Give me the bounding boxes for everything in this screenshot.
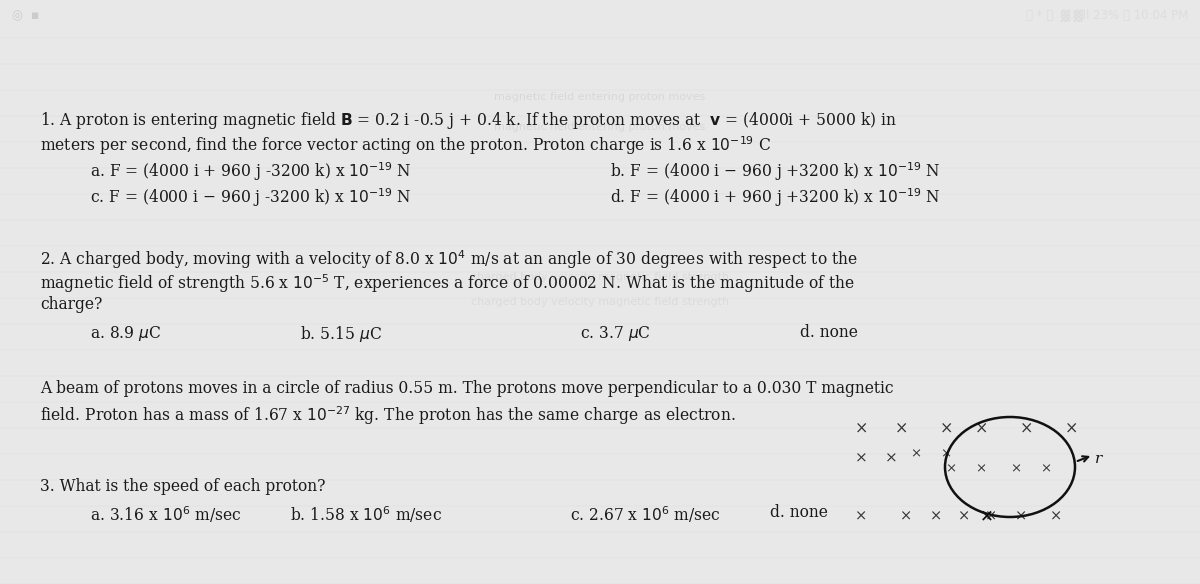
Text: ×: × (958, 509, 971, 523)
Text: b. F = (4000 i $-$ 960 j +3200 k) x $10^{-19}$ N: b. F = (4000 i $-$ 960 j +3200 k) x $10^… (610, 160, 940, 183)
Text: ×: × (946, 462, 956, 475)
Text: 3. What is the speed of each proton?: 3. What is the speed of each proton? (40, 478, 325, 495)
Text: field. Proton has a mass of 1.67 x $10^{-27}$ kg. The proton has the same charge: field. Proton has a mass of 1.67 x $10^{… (40, 404, 736, 427)
Text: c. F = (4000 i $-$ 960 j -3200 k) x $10^{-19}$ N: c. F = (4000 i $-$ 960 j -3200 k) x $10^… (90, 186, 412, 208)
Text: ×: × (1040, 462, 1051, 475)
Text: a. 3.16 x $10^{6}$ m/sec: a. 3.16 x $10^{6}$ m/sec (90, 504, 241, 524)
Text: ◎  ▪: ◎ ▪ (12, 9, 40, 23)
Text: ×: × (1020, 420, 1033, 437)
Text: a. F = (4000 i + 960 j -3200 k) x $10^{-19}$ N: a. F = (4000 i + 960 j -3200 k) x $10^{-… (90, 160, 412, 183)
Text: c. 2.67 x $10^{6}$ m/sec: c. 2.67 x $10^{6}$ m/sec (570, 504, 721, 524)
Text: A beam of protons moves in a circle of radius 0.55 m. The protons move perpendic: A beam of protons moves in a circle of r… (40, 380, 894, 397)
Text: ×: × (940, 447, 952, 460)
Text: d. F = (4000 i + 960 j +3200 k) x $10^{-19}$ N: d. F = (4000 i + 960 j +3200 k) x $10^{-… (610, 186, 940, 208)
Text: ×: × (900, 509, 912, 523)
Text: charged body velocity magnetic field strength: charged body velocity magnetic field str… (470, 297, 730, 307)
Text: d. none: d. none (770, 504, 828, 521)
Text: magnetic field of strength 5.6 x $10^{-5}$ T, experiences a force of 0.00002 N. : magnetic field of strength 5.6 x $10^{-5… (40, 272, 856, 295)
Text: ×: × (910, 447, 922, 460)
Text: ×: × (980, 507, 994, 524)
Text: a. 8.9 $\mu$C: a. 8.9 $\mu$C (90, 324, 162, 343)
Text: ×: × (974, 462, 986, 475)
Text: ×: × (854, 452, 868, 466)
Text: ×: × (886, 452, 898, 466)
Text: ×: × (895, 420, 908, 437)
Text: charge?: charge? (40, 296, 102, 313)
Text: meters per second, find the force vector acting on the proton. Proton charge is : meters per second, find the force vector… (40, 134, 772, 157)
Text: ×: × (854, 509, 868, 523)
Text: ×: × (1050, 509, 1062, 523)
Text: b. 1.58 x $10^{6}$ m/sec: b. 1.58 x $10^{6}$ m/sec (290, 504, 442, 524)
Text: charged body velocity magnetic field strength: charged body velocity magnetic field str… (470, 272, 730, 282)
Text: ×: × (1066, 420, 1079, 437)
Text: ×: × (930, 509, 942, 523)
Text: c. 3.7 $\mu$C: c. 3.7 $\mu$C (580, 324, 650, 343)
Text: ×: × (974, 420, 989, 437)
Text: magnetic field entering proton moves: magnetic field entering proton moves (494, 122, 706, 132)
Text: ×: × (985, 509, 997, 523)
Text: d. none: d. none (800, 324, 858, 341)
Text: 2. A charged body, moving with a velocity of 8.0 x $10^{4}$ m/s at an angle of 3: 2. A charged body, moving with a velocit… (40, 248, 858, 271)
Text: 🔋 * 🔔  ▓.▓ll 23% 🔲 10:04 PM: 🔋 * 🔔 ▓.▓ll 23% 🔲 10:04 PM (1026, 9, 1188, 23)
Text: b. 5.15 $\mu$C: b. 5.15 $\mu$C (300, 324, 382, 344)
Text: ×: × (940, 420, 953, 437)
Text: ×: × (1010, 462, 1021, 475)
Text: r: r (1096, 452, 1103, 466)
Text: 1. A proton is entering magnetic field $\mathbf{B}$ = 0.2 i -0.5 j + 0.4 k. If t: 1. A proton is entering magnetic field $… (40, 110, 896, 131)
Text: magnetic field entering proton moves: magnetic field entering proton moves (494, 92, 706, 102)
Text: ×: × (854, 420, 869, 437)
Text: ×: × (1015, 509, 1027, 523)
